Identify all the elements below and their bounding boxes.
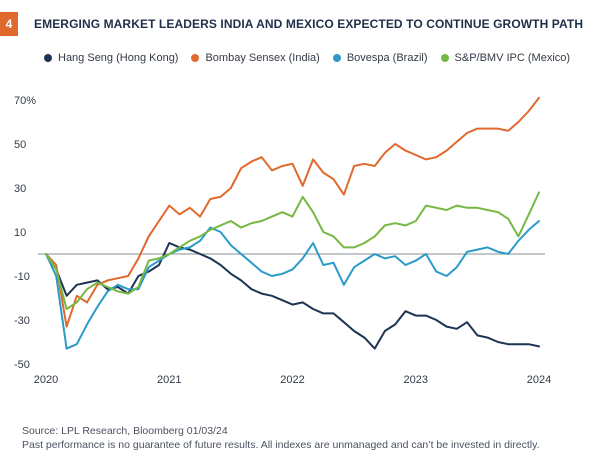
series-line-4 bbox=[45, 191, 540, 310]
y-tick-label: 70% bbox=[14, 95, 36, 107]
legend-swatch bbox=[191, 54, 200, 62]
y-tick-label: 50 bbox=[14, 139, 26, 151]
figure-number-badge: 4 bbox=[0, 12, 18, 36]
y-tick-label: 10 bbox=[14, 227, 26, 239]
y-tick-label: -30 bbox=[14, 315, 30, 327]
x-tick-label: 2022 bbox=[280, 374, 304, 386]
y-tick-label: -10 bbox=[14, 271, 30, 283]
x-tick-label: 2024 bbox=[527, 374, 551, 386]
legend-swatch bbox=[440, 54, 449, 62]
legend-item: Hang Seng (Hong Kong) bbox=[44, 52, 178, 64]
series-line-3 bbox=[45, 220, 540, 350]
legend-label: Hang Seng (Hong Kong) bbox=[58, 52, 179, 64]
x-tick-label: 2020 bbox=[34, 374, 58, 386]
legend-label: Bovespa (Brazil) bbox=[346, 52, 428, 64]
chart-footer: Source: LPL Research, Bloomberg 01/03/24… bbox=[22, 424, 540, 452]
legend-label: S&P/BMV IPC (Mexico) bbox=[454, 52, 571, 64]
series-line-1 bbox=[45, 242, 540, 350]
line-chart: 70% 50 30 10 -10 -30 -50 2020 2021 2022 2023 2024 bbox=[14, 95, 551, 386]
chart-legend: Hang Seng (Hong Kong) Bombay Sensex (Indi… bbox=[44, 52, 583, 64]
figure-header: 4 EMERGING MARKET LEADERS INDIA AND MEXI… bbox=[0, 12, 583, 36]
source-note: Source: LPL Research, Bloomberg 01/03/24 bbox=[22, 425, 228, 437]
series-line-2 bbox=[45, 96, 540, 328]
y-tick-label: 30 bbox=[14, 183, 26, 195]
legend-label: Bombay Sensex (India) bbox=[205, 52, 320, 64]
x-tick-label: 2023 bbox=[404, 374, 428, 386]
legend-item: Bovespa (Brazil) bbox=[332, 52, 428, 64]
y-tick-label: -50 bbox=[14, 359, 30, 371]
legend-item: S&P/BMV IPC (Mexico) bbox=[440, 52, 571, 64]
legend-item: Bombay Sensex (India) bbox=[191, 52, 320, 64]
x-tick-label: 2021 bbox=[157, 374, 181, 386]
disclaimer-note: Past performance is no guarantee of futu… bbox=[22, 439, 540, 451]
legend-swatch bbox=[332, 54, 341, 62]
legend-swatch bbox=[44, 54, 52, 62]
chart-title: EMERGING MARKET LEADERS INDIA AND MEXICO… bbox=[34, 17, 584, 31]
